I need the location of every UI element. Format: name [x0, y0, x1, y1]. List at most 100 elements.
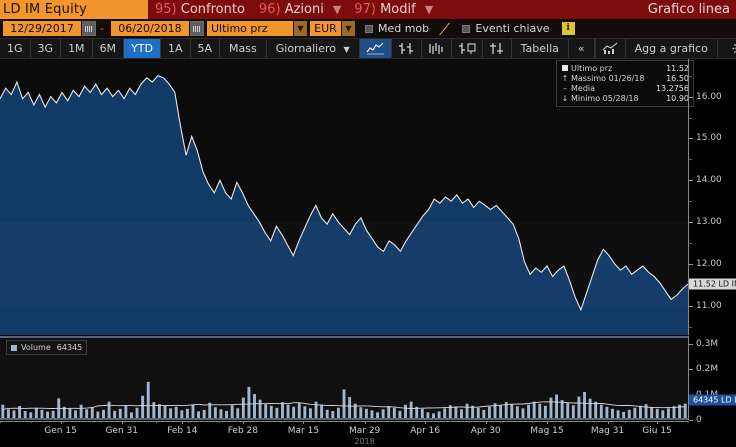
currency-select[interactable]: EUR — [309, 21, 341, 36]
volume-bar — [191, 404, 195, 420]
date-from-input[interactable]: 12/29/2017 — [3, 21, 81, 36]
date-range-separator: - — [100, 22, 104, 35]
volume-bar — [432, 413, 435, 420]
volume-bar — [672, 406, 676, 420]
x-tickmark — [607, 421, 609, 424]
price-y-minor-tickmark — [689, 243, 692, 244]
volume-bar — [583, 392, 586, 420]
ticker-field[interactable]: LD IM Equity — [0, 0, 148, 19]
volume-bar — [23, 411, 27, 420]
volume-panel-top-divider — [0, 336, 688, 338]
volume-bar — [437, 411, 441, 420]
volume-bar — [571, 405, 575, 420]
x-minor-tickmark — [562, 421, 564, 423]
candlestick-icon[interactable] — [422, 39, 452, 58]
x-minor-tickmark — [594, 421, 596, 423]
periodicity-chevron-down-icon[interactable]: ▼ — [343, 45, 350, 54]
range-button-3g[interactable]: 3G — [31, 39, 62, 58]
legend-marker-dash-icon: – — [563, 84, 567, 93]
menu-item-confronto[interactable]: 95) Confronto — [148, 0, 252, 19]
x-minor-tickmark — [93, 421, 95, 423]
volume-bar — [6, 409, 10, 420]
range-button-1m[interactable]: 1M — [61, 39, 93, 58]
range-button-mass[interactable]: Mass — [220, 39, 267, 58]
volume-bar — [57, 398, 61, 420]
volume-bar — [85, 409, 89, 420]
volume-bar — [566, 403, 570, 420]
periodicity-select[interactable]: Giornaliero ▼ — [267, 39, 360, 58]
volume-bar — [521, 408, 525, 420]
volume-bar — [325, 409, 329, 420]
modif-dropdown-icon[interactable]: ▼ — [424, 3, 434, 16]
line-chart-icon[interactable] — [359, 39, 392, 58]
legend-marker-square — [559, 64, 571, 73]
volume-plot[interactable]: Volume 64345 — [0, 336, 688, 420]
volume-bar — [504, 402, 508, 420]
azioni-dropdown-icon[interactable]: ▼ — [332, 3, 342, 16]
info-icon[interactable]: i — [561, 22, 575, 35]
volume-bar — [230, 405, 234, 420]
volume-bar — [96, 411, 100, 420]
price-field-chevron-down-icon[interactable]: ▼ — [293, 21, 307, 36]
menu-item-azioni-number: 96) — [258, 2, 281, 17]
x-minor-tickmark — [500, 421, 502, 423]
price-line-svg — [0, 75, 688, 335]
date-to-input[interactable]: 06/20/2018 — [110, 21, 189, 36]
x-minor-tickmark — [312, 421, 314, 423]
range-button-1a[interactable]: 1A — [161, 39, 191, 58]
volume-y-axis: 00.1M0.2M0.3M 64345 LD IM — [688, 336, 736, 425]
volume-bar — [275, 407, 279, 420]
bar-chart-icon[interactable] — [392, 39, 422, 58]
range-button-5a[interactable]: 5A — [191, 39, 221, 58]
volume-bar — [202, 409, 206, 420]
volume-bar — [622, 411, 626, 420]
volume-bar — [460, 409, 463, 420]
price-y-tickmark — [689, 263, 693, 265]
legend-value-average: 13.2756 — [655, 84, 689, 93]
price-field-select[interactable]: Ultimo prz — [206, 21, 293, 36]
pencil-edit-icon[interactable]: ╱ — [439, 20, 450, 37]
volume-bar — [124, 406, 128, 420]
menu-item-azioni[interactable]: 96) Azioni — [252, 0, 331, 19]
volume-bar — [107, 401, 111, 420]
x-minor-tickmark — [0, 421, 1, 423]
range-button-ytd[interactable]: YTD — [124, 39, 161, 58]
price-plot[interactable] — [0, 59, 688, 335]
add-to-chart-button[interactable]: Agg a grafico — [626, 39, 718, 58]
legend-label-minimum: Minimo 05/28/18 — [571, 94, 639, 103]
volume-bar — [381, 409, 385, 420]
table-button[interactable]: Tabella — [512, 39, 569, 58]
menu-item-azioni-label: Azioni — [284, 2, 324, 17]
x-tick-label: Gen 31 — [105, 426, 139, 436]
add-chart-icon[interactable] — [596, 39, 626, 58]
x-tickmark — [546, 421, 548, 424]
ohlc-icon[interactable] — [452, 39, 483, 58]
volume-bar — [258, 399, 262, 420]
price-band-shade — [0, 222, 688, 306]
menu-item-modif[interactable]: 97) Modif — [347, 0, 422, 19]
key-events-checkbox[interactable] — [462, 24, 471, 33]
volume-bar — [219, 409, 223, 420]
volume-bar — [247, 386, 251, 420]
range-button-6m[interactable]: 6M — [93, 39, 125, 58]
x-tickmark — [485, 421, 487, 424]
volume-bar — [527, 404, 531, 420]
volume-panel-bottom-divider — [0, 418, 688, 420]
date-to-calendar-icon[interactable] — [189, 21, 204, 36]
legend-value-maximum: 16.50 — [666, 74, 689, 83]
settings-gear-icon[interactable] — [718, 39, 736, 58]
moving-average-checkbox[interactable] — [364, 24, 373, 33]
volume-bar — [678, 404, 682, 420]
date-from-calendar-icon[interactable] — [82, 21, 96, 36]
volume-bar — [426, 412, 430, 420]
x-tickmark — [182, 421, 184, 424]
range-button-1g[interactable]: 1G — [0, 39, 31, 58]
legend-marker-up-icon: ↑ — [561, 74, 569, 83]
volume-bar — [588, 398, 592, 420]
x-tick-label: Mar 15 — [287, 426, 320, 436]
collapse-button[interactable]: « — [569, 39, 595, 58]
table-bar-icon[interactable] — [483, 39, 512, 58]
x-axis-year-label: 2018 — [354, 437, 375, 446]
legend-marker-down-icon: ↓ — [561, 94, 569, 103]
currency-chevron-down-icon[interactable]: ▼ — [341, 21, 355, 36]
